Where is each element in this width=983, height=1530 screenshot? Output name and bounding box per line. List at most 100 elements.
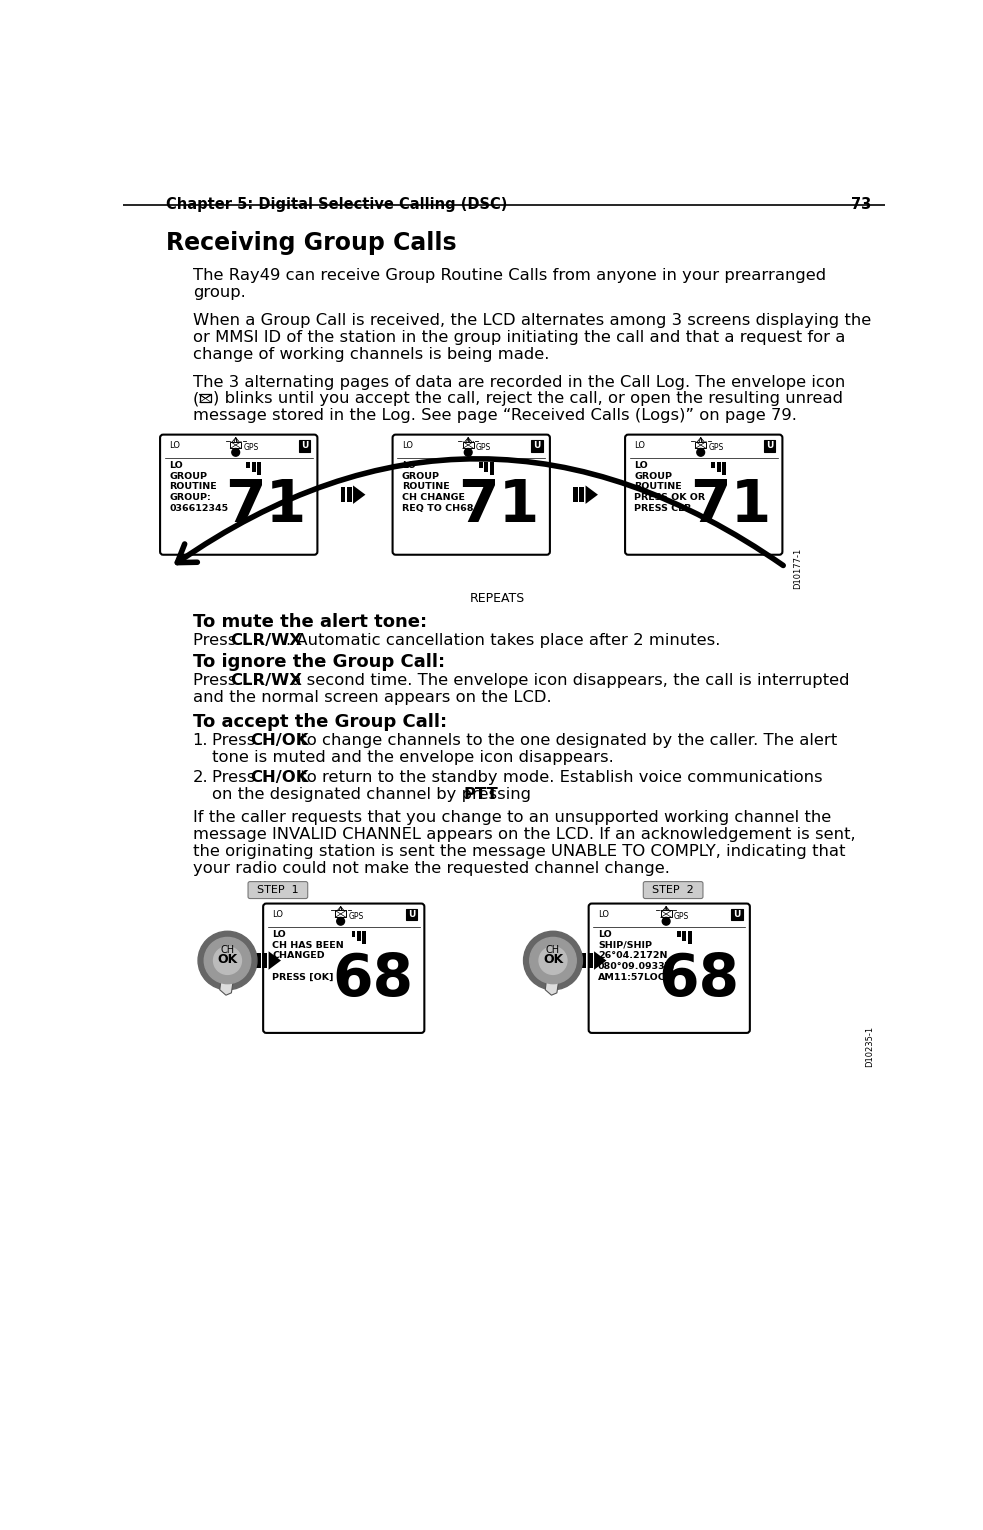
Text: Press: Press (212, 770, 260, 785)
Text: 2.: 2. (193, 770, 208, 785)
Text: LO: LO (272, 930, 286, 939)
Text: CH: CH (546, 944, 560, 955)
Bar (347, 487, 352, 502)
FancyArrowPatch shape (177, 459, 783, 566)
Text: CH/OK: CH/OK (250, 770, 309, 785)
Bar (479, 462, 483, 468)
Text: U: U (733, 910, 741, 920)
Polygon shape (268, 952, 281, 970)
Bar (579, 487, 584, 502)
Bar (258, 462, 261, 476)
Text: 036612345: 036612345 (169, 503, 228, 513)
Text: When a Group Call is received, the LCD alternates among 3 screens displaying the: When a Group Call is received, the LCD a… (193, 314, 871, 327)
FancyBboxPatch shape (589, 904, 750, 1033)
Polygon shape (594, 952, 607, 970)
Text: LO: LO (169, 441, 180, 450)
Text: CH HAS BEEN: CH HAS BEEN (272, 941, 344, 950)
Text: a second time. The envelope icon disappears, the call is interrupted: a second time. The envelope icon disappe… (286, 673, 849, 689)
Circle shape (337, 918, 344, 926)
Bar (723, 462, 726, 476)
Polygon shape (586, 485, 598, 503)
Text: and the normal screen appears on the LCD.: and the normal screen appears on the LCD… (193, 690, 551, 705)
Text: CHANGED: CHANGED (272, 952, 325, 961)
Text: To mute the alert tone:: To mute the alert tone: (193, 614, 427, 632)
Text: tone is muted and the envelope icon disappears.: tone is muted and the envelope icon disa… (212, 750, 613, 765)
Text: U: U (766, 441, 774, 450)
Text: D10235-1: D10235-1 (865, 1027, 874, 1066)
Text: (: ( (193, 392, 199, 407)
Bar (717, 462, 721, 471)
Text: GPS: GPS (709, 444, 723, 451)
Text: ROUTINE: ROUTINE (169, 482, 217, 491)
Bar (490, 462, 493, 476)
Text: change of working channels is being made.: change of working channels is being made… (193, 347, 549, 361)
Text: to change channels to the one designated by the caller. The alert: to change channels to the one designated… (295, 733, 838, 748)
Text: GROUP: GROUP (402, 471, 439, 480)
Circle shape (464, 448, 472, 456)
FancyBboxPatch shape (643, 881, 703, 898)
Circle shape (198, 932, 257, 990)
Text: LO: LO (402, 461, 416, 470)
Text: The Ray49 can receive Group Routine Calls from anyone in your prearranged: The Ray49 can receive Group Routine Call… (193, 268, 826, 283)
Circle shape (524, 932, 583, 990)
Bar (682, 930, 686, 941)
Bar (463, 442, 474, 448)
Bar (582, 953, 586, 968)
Text: Press: Press (212, 733, 260, 748)
Text: 71: 71 (690, 477, 772, 534)
Text: CLR/WX: CLR/WX (230, 673, 302, 689)
Text: GPS: GPS (674, 912, 689, 921)
Text: LO: LO (272, 910, 283, 918)
Text: to return to the standby mode. Establish voice communications: to return to the standby mode. Establish… (295, 770, 823, 785)
Text: GPS: GPS (348, 912, 364, 921)
FancyBboxPatch shape (160, 435, 318, 555)
Text: LO: LO (634, 441, 646, 450)
Text: message INVALID CHANNEL appears on the LCD. If an acknowledgement is sent,: message INVALID CHANNEL appears on the L… (193, 828, 855, 843)
Text: 080°09.0933W: 080°09.0933W (598, 962, 676, 972)
Text: If the caller requests that you change to an unsupported working channel the: If the caller requests that you change t… (193, 811, 831, 825)
Text: STEP  2: STEP 2 (653, 884, 694, 895)
Text: . Automatic cancellation takes place after 2 minutes.: . Automatic cancellation takes place aft… (286, 633, 721, 649)
Text: group.: group. (193, 285, 246, 300)
Bar (257, 953, 260, 968)
Circle shape (232, 448, 240, 456)
Circle shape (697, 448, 705, 456)
Bar (335, 910, 346, 918)
Text: 71: 71 (225, 477, 307, 534)
Text: your radio could not make the requested channel change.: your radio could not make the requested … (193, 861, 669, 877)
Bar (363, 930, 367, 944)
Text: U: U (301, 441, 309, 450)
Text: CLR/WX: CLR/WX (230, 633, 302, 649)
Text: CH CHANGE: CH CHANGE (402, 493, 465, 502)
Text: LO: LO (634, 461, 648, 470)
Text: AM11:57LOC: AM11:57LOC (598, 973, 665, 982)
Text: or MMSI ID of the station in the group initiating the call and that a request fo: or MMSI ID of the station in the group i… (193, 330, 845, 344)
Text: ROUTINE: ROUTINE (634, 482, 682, 491)
FancyBboxPatch shape (248, 881, 308, 898)
Text: Press: Press (193, 673, 241, 689)
Bar (731, 909, 743, 921)
Text: Press: Press (193, 633, 241, 649)
Circle shape (539, 947, 567, 975)
Bar (712, 462, 716, 468)
Bar (341, 487, 345, 502)
Bar (230, 442, 241, 448)
Circle shape (530, 938, 576, 984)
Bar (764, 441, 776, 451)
Text: GROUP: GROUP (634, 471, 672, 480)
Bar (695, 442, 706, 448)
Text: on the designated channel by pressing: on the designated channel by pressing (212, 788, 537, 802)
Circle shape (204, 938, 251, 984)
Polygon shape (353, 485, 366, 503)
FancyBboxPatch shape (392, 435, 549, 555)
Bar (299, 441, 311, 451)
Text: ) blinks until you accept the call, reject the call, or open the resulting unrea: ) blinks until you accept the call, reje… (212, 392, 842, 407)
Text: LO: LO (402, 441, 413, 450)
Text: REQ TO CH68: REQ TO CH68 (402, 503, 474, 513)
Bar (677, 930, 681, 936)
Text: U: U (408, 910, 415, 920)
Text: 26°04.2172N: 26°04.2172N (598, 952, 667, 961)
Text: D10177-1: D10177-1 (793, 548, 802, 589)
Text: GROUP:: GROUP: (169, 493, 211, 502)
Text: GPS: GPS (476, 444, 492, 451)
